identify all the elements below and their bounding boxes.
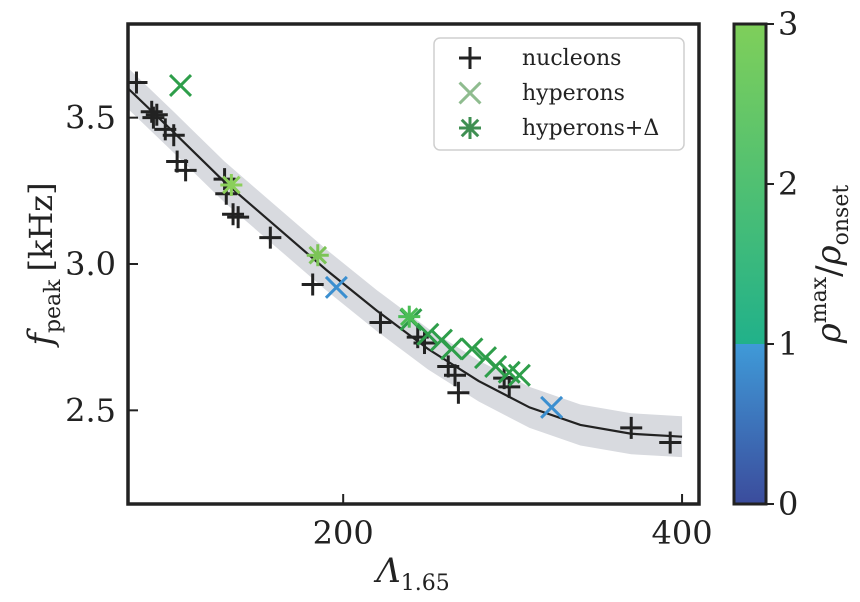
marker-plus-3 — [145, 103, 168, 126]
legend-marker-2-b — [460, 118, 480, 138]
marker-plus-5 — [162, 124, 185, 147]
legend: nucleons hyperons hyperons+Δ — [433, 37, 685, 151]
legend-marker-0 — [459, 47, 481, 69]
marker-plus-12 — [259, 226, 282, 249]
marker-plus-19 — [447, 381, 470, 404]
colorbar-title-rho-onset: ρ — [809, 245, 849, 266]
x-axis-ticks: 200 400 — [313, 494, 713, 552]
colorbar-tick-label-2: 2 — [778, 165, 798, 203]
x-axis-title: Λ1.65 — [373, 551, 450, 596]
y-axis-ticks: 2.5 3.0 3.5 — [65, 99, 138, 429]
colorbar-tick-label-1: 1 — [778, 325, 798, 363]
colorbar-ticks: 0 1 2 3 — [766, 5, 798, 523]
legend-label-0: nucleons — [522, 46, 621, 71]
marker-x-10-b — [507, 363, 531, 387]
marker-asterisk-2 — [398, 305, 421, 328]
marker-plus-2 — [142, 106, 165, 129]
marker-x-11-b — [540, 395, 564, 419]
colorbar-title-sup: max — [807, 276, 832, 323]
colorbar-title-div: / — [809, 265, 849, 277]
fit-uncertainty-band — [128, 67, 683, 458]
marker-plus-13 — [301, 273, 324, 296]
legend-box — [433, 37, 685, 151]
colorbar-tick-label-3: 3 — [778, 5, 798, 43]
legend-label-1: hyperons — [522, 81, 625, 106]
colorbar-title: ρmax/ρonset — [807, 185, 854, 345]
colorbar-frame — [732, 22, 768, 506]
marker-plus-21 — [498, 375, 521, 398]
marker-x-9-b — [497, 360, 521, 384]
legend-label-2: hyperons+Δ — [522, 116, 659, 141]
marker-x-5-b — [440, 337, 464, 361]
marker-x-1 — [324, 275, 348, 299]
marker-plus-10 — [222, 203, 245, 226]
y-axis-title: fpeak[kHz] — [21, 182, 66, 348]
marker-asterisk-0-b — [222, 175, 241, 195]
marker-x-10 — [507, 363, 531, 387]
data-markers — [128, 71, 682, 454]
legend-marker-1-b — [458, 81, 482, 105]
marker-plus-18 — [444, 364, 467, 387]
colorbar-title-sub: onset — [829, 185, 854, 246]
marker-plus-23 — [659, 431, 682, 454]
marker-x-6-b — [460, 337, 484, 361]
marker-asterisk-1 — [306, 244, 329, 267]
y-axis-title-sub: peak — [41, 279, 66, 333]
marker-x-0 — [169, 73, 193, 97]
marker-asterisk-2-b — [399, 307, 419, 326]
x-tick-label-0: 200 — [313, 514, 374, 552]
marker-x-3 — [416, 322, 440, 346]
y-axis-title-unit: [kHz] — [22, 182, 60, 271]
marker-x-8-b — [484, 354, 508, 378]
x-tick-label-1: 400 — [652, 514, 713, 552]
marker-x-6 — [460, 337, 484, 361]
colorbar-title-rho-max: ρ — [809, 323, 849, 344]
marker-x-11 — [540, 395, 564, 419]
y-tick-label-0: 2.5 — [65, 391, 116, 429]
marker-asterisk-1-b — [308, 245, 328, 265]
marker-plus-11 — [227, 206, 250, 229]
colorbar-segment-high — [734, 24, 766, 344]
marker-x-5 — [440, 337, 464, 361]
marker-x-8 — [484, 354, 508, 378]
marker-x-3-b — [416, 322, 440, 346]
colorbar-segment-low — [734, 344, 766, 504]
marker-plus-7 — [174, 159, 197, 182]
marker-plus-22 — [620, 416, 643, 439]
legend-marker-1 — [458, 81, 482, 105]
legend-marker-2 — [459, 117, 481, 139]
legend-items: nucleons hyperons hyperons+Δ — [458, 46, 659, 141]
marker-plus-14 — [369, 311, 392, 334]
y-tick-label-1: 3.0 — [65, 245, 116, 283]
colorbar-tick-label-0: 0 — [778, 485, 798, 523]
marker-x-1-b — [324, 275, 348, 299]
x-axis-title-main: Λ — [373, 551, 401, 591]
y-tick-label-2: 3.5 — [65, 99, 116, 137]
x-axis-title-sub: 1.65 — [401, 571, 450, 596]
marker-asterisk-0 — [220, 173, 243, 196]
marker-x-0-b — [169, 73, 193, 97]
